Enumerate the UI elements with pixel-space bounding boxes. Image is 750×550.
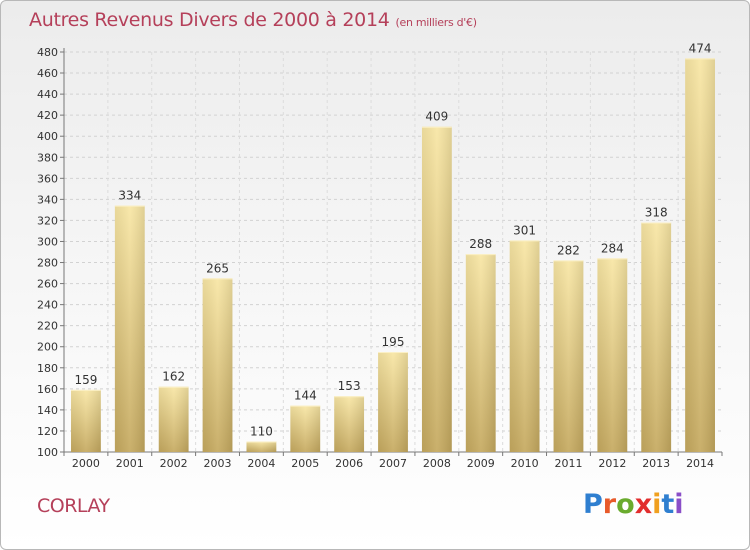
- y-tick-label: 480: [37, 46, 58, 59]
- location-label: CORLAY: [37, 495, 110, 517]
- data-label: 195: [382, 335, 405, 349]
- x-tick-label: 2001: [116, 457, 144, 470]
- bar-shade: [685, 58, 715, 452]
- y-tick-label: 380: [37, 151, 58, 164]
- x-tick-label: 2000: [72, 457, 100, 470]
- logo-letter: i: [674, 489, 684, 520]
- x-tick-label: 2013: [642, 457, 670, 470]
- y-tick-label: 300: [37, 235, 58, 248]
- bar-shade: [246, 441, 277, 452]
- x-tick-label: 2005: [291, 457, 319, 470]
- x-tick-label: 2003: [204, 457, 232, 470]
- chart-title: Autres Revenus Divers de 2000 à 2014 (en …: [29, 9, 477, 31]
- x-tick-label: 2004: [247, 457, 275, 470]
- logo-letter: t: [661, 489, 675, 520]
- bar-shade: [378, 352, 408, 452]
- bar-shade: [597, 258, 628, 452]
- chart-title-text: Autres Revenus Divers de 2000 à 2014: [29, 9, 390, 31]
- y-tick-label: 460: [37, 67, 58, 80]
- proxiti-logo: Proxiti: [583, 489, 684, 520]
- data-label: 334: [118, 189, 141, 203]
- bar-shade: [158, 386, 189, 452]
- data-label: 162: [162, 370, 185, 384]
- data-label: 409: [425, 110, 448, 124]
- tick-labels: 100 120 140 160 180 200 220 240 260 280 300 320 340 3…: [37, 46, 714, 470]
- x-tick-label: 2006: [335, 457, 363, 470]
- data-label: 110: [250, 424, 273, 438]
- bar-shade: [334, 396, 365, 452]
- data-label: 265: [206, 261, 229, 275]
- y-tick-label: 140: [37, 404, 58, 417]
- data-label: 159: [74, 373, 97, 387]
- y-tick-label: 420: [37, 109, 58, 122]
- x-tick-label: 2012: [598, 457, 626, 470]
- y-tick-label: 340: [37, 193, 58, 206]
- y-tick-label: 100: [37, 446, 58, 459]
- data-label: 318: [645, 206, 668, 220]
- y-tick-label: 280: [37, 257, 58, 270]
- data-label: 301: [513, 223, 536, 237]
- x-tick-label: 2007: [379, 457, 407, 470]
- y-tick-label: 240: [37, 299, 58, 312]
- logo-letter: x: [634, 489, 653, 520]
- y-tick-label: 260: [37, 278, 58, 291]
- bar-shade: [114, 205, 145, 452]
- x-tick-label: 2002: [160, 457, 188, 470]
- x-tick-label: 2009: [467, 457, 495, 470]
- bar-shade: [290, 405, 321, 452]
- y-tick-label: 160: [37, 383, 58, 396]
- y-tick-label: 180: [37, 362, 58, 375]
- bar-shade: [641, 222, 672, 452]
- logo-letter: o: [616, 489, 635, 520]
- bar-shade: [465, 254, 496, 452]
- chart-subtitle: (en milliers d'€): [395, 16, 477, 29]
- data-label: 284: [601, 241, 624, 255]
- x-tick-label: 2011: [554, 457, 582, 470]
- y-tick-label: 220: [37, 320, 58, 333]
- y-tick-label: 400: [37, 130, 58, 143]
- bar-shade: [202, 278, 233, 452]
- y-tick-label: 120: [37, 425, 58, 438]
- data-label: 144: [294, 389, 317, 403]
- bar-shade: [509, 240, 540, 452]
- y-tick-label: 320: [37, 214, 58, 227]
- data-label: 288: [469, 237, 492, 251]
- x-tick-label: 2010: [511, 457, 539, 470]
- y-tick-label: 360: [37, 172, 58, 185]
- logo-letter: i: [652, 489, 662, 520]
- data-labels: 159 334 162 265 110 144 153 195 409 288 301 282 284 3…: [74, 41, 711, 438]
- x-tick-label: 2014: [686, 457, 714, 470]
- logo-letter: r: [602, 489, 617, 520]
- bar-shade: [71, 389, 101, 452]
- logo-letter: P: [583, 489, 603, 520]
- data-label: 474: [689, 41, 712, 55]
- y-tick-label: 440: [37, 88, 58, 101]
- bar-shade: [421, 126, 452, 452]
- data-label: 282: [557, 243, 580, 257]
- bars: [71, 58, 715, 452]
- y-tick-label: 200: [37, 341, 58, 354]
- bar-shade: [553, 260, 584, 452]
- x-tick-label: 2008: [423, 457, 451, 470]
- data-label: 153: [338, 379, 361, 393]
